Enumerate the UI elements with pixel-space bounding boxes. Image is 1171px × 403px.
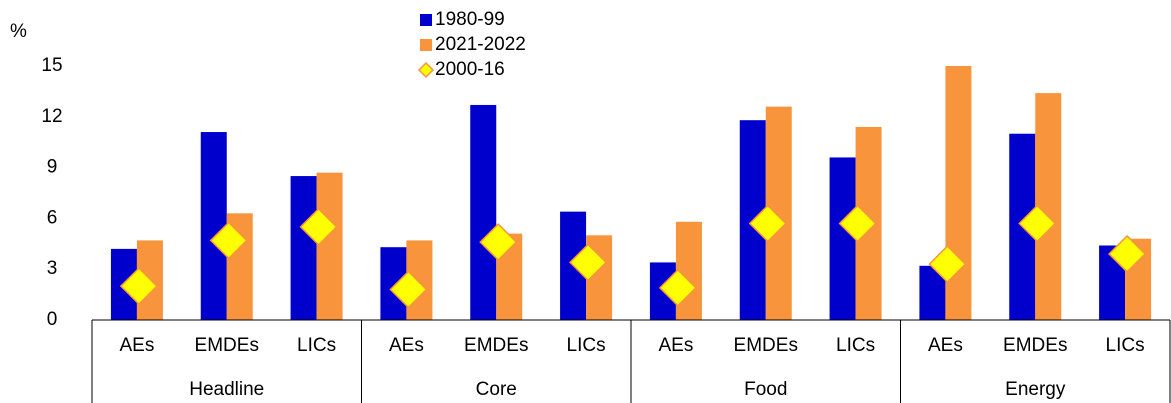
bar — [945, 66, 972, 320]
diamond-marker — [209, 221, 248, 260]
diamond-marker — [928, 245, 967, 284]
y-tick-label: 12 — [41, 106, 62, 127]
x-tick-label: LICs — [567, 335, 606, 356]
x-tick-label: LICs — [1106, 335, 1145, 356]
diamond-marker — [569, 243, 608, 282]
diamond-marker — [1108, 234, 1147, 274]
y-tick-label: 15 — [41, 55, 62, 76]
diamond-marker — [479, 223, 518, 262]
diamond-marker — [299, 207, 338, 246]
diamond-marker — [838, 204, 877, 243]
bar — [829, 157, 856, 320]
legend-label: 2000-16 — [435, 59, 505, 80]
legend-label: 2021-2022 — [435, 34, 526, 55]
diamond-marker — [389, 270, 428, 309]
x-tick-label: EMDEs — [195, 335, 259, 356]
bar — [1035, 93, 1062, 321]
bar — [290, 176, 317, 320]
legend-swatch — [420, 39, 432, 51]
diamond-marker — [748, 204, 787, 243]
x-tick-label: AEs — [658, 335, 693, 356]
group-label: Core — [476, 379, 517, 400]
y-axis-label: % — [10, 21, 27, 42]
bar — [316, 172, 343, 320]
x-tick-label: AEs — [928, 335, 963, 356]
diamond-marker — [658, 268, 697, 307]
y-tick-label: 0 — [47, 309, 58, 330]
legend-swatch — [417, 61, 435, 79]
y-tick-label: 3 — [47, 258, 58, 279]
x-tick-label: LICs — [297, 335, 336, 356]
x-tick-label: EMDEs — [1003, 335, 1067, 356]
x-tick-label: EMDEs — [734, 335, 798, 356]
bar — [470, 104, 497, 321]
legend-swatch — [420, 14, 432, 26]
x-tick-label: AEs — [389, 335, 424, 356]
group-label: Food — [744, 379, 787, 400]
bar — [200, 132, 227, 320]
group-label: Energy — [1005, 379, 1066, 400]
group-label: Headline — [189, 379, 264, 400]
x-tick-label: LICs — [836, 335, 875, 356]
x-tick-label: EMDEs — [464, 335, 528, 356]
legend-label: 1980-99 — [435, 9, 505, 30]
diamond-marker — [119, 267, 158, 306]
y-tick-label: 9 — [47, 157, 58, 178]
x-tick-label: AEs — [119, 335, 154, 356]
diamond-marker — [1018, 204, 1057, 243]
y-tick-label: 6 — [47, 207, 58, 228]
